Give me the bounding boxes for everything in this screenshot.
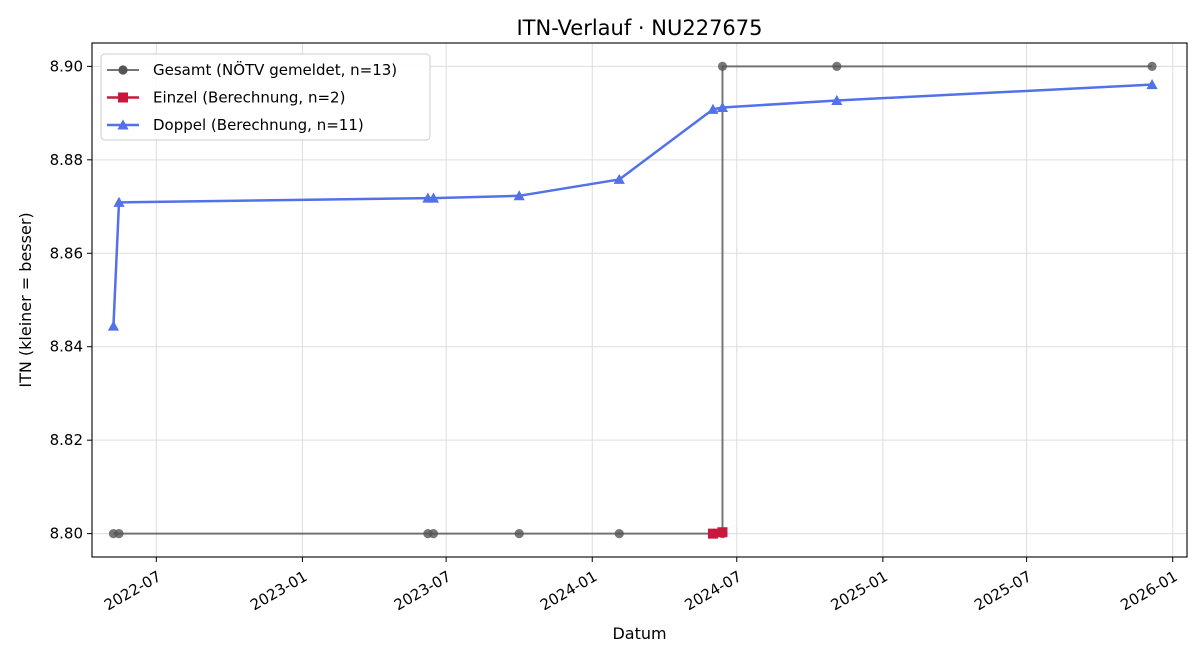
data-point <box>707 103 719 114</box>
legend-item-3: Doppel (Berechnung, n=11) <box>107 116 364 134</box>
legend: Gesamt (NÖTV gemeldet, n=13) Einzel (Bere… <box>100 53 431 141</box>
legend-label: Einzel (Berechnung, n=2) <box>153 89 345 107</box>
data-point <box>832 61 842 71</box>
data-point <box>831 94 843 105</box>
data-point <box>614 529 624 539</box>
data-point <box>717 527 728 538</box>
data-point <box>716 101 729 112</box>
data-point <box>113 196 125 207</box>
series-group <box>107 61 1158 539</box>
series-2 <box>707 527 728 539</box>
legend-box <box>100 53 431 141</box>
legend-label: Gesamt (NÖTV gemeldet, n=13) <box>153 60 397 79</box>
data-point <box>107 320 120 331</box>
data-point <box>707 528 718 539</box>
y-tick-label: 8.80 <box>50 525 83 543</box>
data-point <box>428 529 439 539</box>
legend-marker <box>118 92 128 103</box>
data-point <box>1146 78 1158 90</box>
series-line <box>112 83 1153 327</box>
chart-title: ITN-Verlauf · NU227675 <box>516 16 762 40</box>
data-point <box>613 173 625 184</box>
y-tick-label: 8.88 <box>50 151 83 169</box>
legend-marker <box>117 119 129 130</box>
data-point <box>513 190 525 201</box>
y-tick-label: 8.86 <box>50 244 83 262</box>
legend-item-1: Gesamt (NÖTV gemeldet, n=13) <box>107 60 397 79</box>
y-tick-label: 8.84 <box>50 338 83 356</box>
data-point <box>717 61 728 71</box>
legend-item-2: Einzel (Berechnung, n=2) <box>107 89 345 107</box>
data-point <box>114 529 124 539</box>
data-point <box>427 192 440 203</box>
y-axis-label: ITN (kleiner = besser) <box>16 212 35 387</box>
x-axis-label: Datum <box>612 624 666 643</box>
data-point <box>514 529 524 539</box>
data-point <box>1147 61 1157 71</box>
legend-label: Doppel (Berechnung, n=11) <box>153 116 364 134</box>
y-tick-label: 8.90 <box>50 57 83 75</box>
y-tick-label: 8.82 <box>50 431 83 449</box>
plot-frame <box>91 42 1188 558</box>
series-3 <box>107 78 1158 331</box>
legend-marker <box>118 65 128 75</box>
